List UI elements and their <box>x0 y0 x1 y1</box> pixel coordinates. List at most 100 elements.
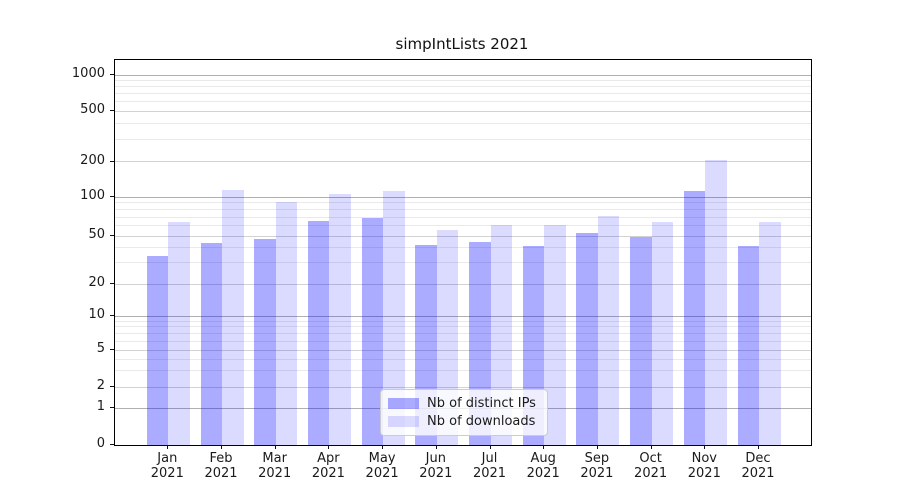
mid-gridline <box>115 161 811 162</box>
minor-gridline <box>115 370 811 372</box>
bar-distinct-ips-nov <box>683 191 706 445</box>
y-tick-label-100: 100 <box>80 188 105 203</box>
x-tick-label-may: May 2021 <box>354 451 410 481</box>
x-tick-mark <box>274 445 276 449</box>
y-tick-label-1000: 1000 <box>71 66 105 81</box>
x-tick-month: Jun <box>425 451 446 466</box>
y-tick-mark <box>110 74 114 75</box>
chart-title: simpIntLists 2021 <box>395 35 529 53</box>
minor-gridline <box>115 101 811 103</box>
y-tick-label-0: 0 <box>96 436 105 451</box>
x-tick-mark <box>167 445 169 449</box>
major-gridline <box>115 196 811 198</box>
x-tick-year: 2021 <box>526 466 560 481</box>
bar-downloads-oct <box>651 222 674 445</box>
x-tick-year: 2021 <box>365 466 399 481</box>
x-tick-month: Dec <box>745 451 771 466</box>
minor-gridline <box>115 86 811 88</box>
x-tick-label-apr: Apr 2021 <box>300 451 356 481</box>
bar-downloads-nov <box>705 159 727 445</box>
bar-distinct-ips-sep <box>576 232 598 445</box>
y-tick-label-10: 10 <box>88 307 105 322</box>
x-tick-label-dec: Dec 2021 <box>730 451 786 481</box>
y-tick-label-1: 1 <box>96 399 105 414</box>
y-tick-label-50: 50 <box>88 227 105 242</box>
x-tick-year: 2021 <box>472 466 507 481</box>
bar-distinct-ips-may <box>361 217 384 445</box>
minor-gridline <box>115 326 811 328</box>
minor-gridline <box>115 358 811 360</box>
x-tick-mark <box>382 445 384 449</box>
bar-distinct-ips-feb <box>200 242 222 445</box>
x-tick-year: 2021 <box>150 466 184 481</box>
y-tick-label-200: 200 <box>80 152 105 168</box>
legend-swatch-distinct-ips <box>388 397 419 409</box>
minor-gridline <box>115 225 811 227</box>
x-tick-month: Nov <box>691 451 717 466</box>
x-tick-year: 2021 <box>634 466 668 481</box>
x-tick-label-jul: Jul 2021 <box>462 451 518 481</box>
mid-gridline <box>115 349 811 351</box>
mid-gridline <box>115 386 811 388</box>
x-tick-label-feb: Feb 2021 <box>193 451 249 481</box>
minor-gridline <box>115 93 811 95</box>
x-tick-label-jun: Jun 2021 <box>408 451 464 481</box>
legend: Nb of distinct IPs Nb of downloads <box>380 389 548 436</box>
bar-distinct-ips-oct <box>630 237 652 445</box>
legend-label-distinct-ips: Nb of distinct IPs <box>427 395 536 411</box>
y-tick-mark <box>110 196 114 197</box>
x-tick-label-sep: Sep 2021 <box>569 451 625 481</box>
plot-area: Nb of distinct IPs Nb of downloads <box>114 59 812 446</box>
y-tick-mark <box>110 283 114 284</box>
bar-downloads-sep <box>597 216 620 445</box>
x-tick-mark <box>221 445 222 449</box>
y-tick-label-5: 5 <box>96 341 105 356</box>
minor-gridline <box>115 79 811 81</box>
x-tick-month: May <box>368 451 396 466</box>
x-tick-mark <box>596 445 598 449</box>
x-tick-mark <box>328 445 330 449</box>
x-tick-month: Feb <box>209 451 233 466</box>
minor-gridline <box>115 202 811 204</box>
minor-gridline <box>115 262 811 264</box>
minor-gridline <box>115 340 811 342</box>
x-tick-mark <box>704 445 706 449</box>
x-tick-year: 2021 <box>258 466 292 481</box>
x-tick-label-nov: Nov 2021 <box>676 451 732 481</box>
y-tick-mark <box>110 160 114 162</box>
y-tick-mark <box>110 407 114 408</box>
x-tick-year: 2021 <box>741 466 775 481</box>
minor-gridline <box>115 122 811 124</box>
x-tick-month: Apr <box>317 451 340 466</box>
bar-distinct-ips-apr <box>307 221 330 445</box>
x-tick-label-jan: Jan 2021 <box>139 451 195 481</box>
x-tick-year: 2021 <box>687 466 721 481</box>
legend-label-downloads: Nb of downloads <box>427 414 536 430</box>
x-tick-year: 2021 <box>311 466 345 481</box>
bar-downloads-mar <box>275 201 298 445</box>
x-tick-month: Oct <box>639 451 662 466</box>
x-tick-year: 2021 <box>204 466 238 481</box>
legend-swatch-downloads <box>388 416 419 428</box>
legend-row-distinct-ips: Nb of distinct IPs <box>388 396 539 411</box>
minor-gridline <box>115 247 811 249</box>
x-tick-month: Jan <box>157 451 178 466</box>
x-tick-month: Aug <box>530 451 556 466</box>
x-tick-year: 2021 <box>580 466 614 481</box>
bar-distinct-ips-dec <box>737 246 759 445</box>
bar-distinct-ips-mar <box>254 239 276 445</box>
x-tick-label-mar: Mar 2021 <box>247 451 303 481</box>
y-tick-label-500: 500 <box>80 102 105 117</box>
minor-gridline <box>115 320 811 322</box>
minor-gridline <box>115 216 811 218</box>
x-tick-month: Sep <box>584 451 610 466</box>
minor-gridline <box>115 209 811 211</box>
x-tick-month: Mar <box>262 451 287 466</box>
legend-row-downloads: Nb of downloads <box>388 414 539 429</box>
x-tick-month: Jul <box>481 451 498 466</box>
y-tick-mark <box>110 444 114 445</box>
mid-gridline <box>115 235 811 237</box>
x-tick-mark <box>435 445 437 449</box>
bar-downloads-feb <box>222 190 244 445</box>
bar-downloads-dec <box>759 222 781 445</box>
